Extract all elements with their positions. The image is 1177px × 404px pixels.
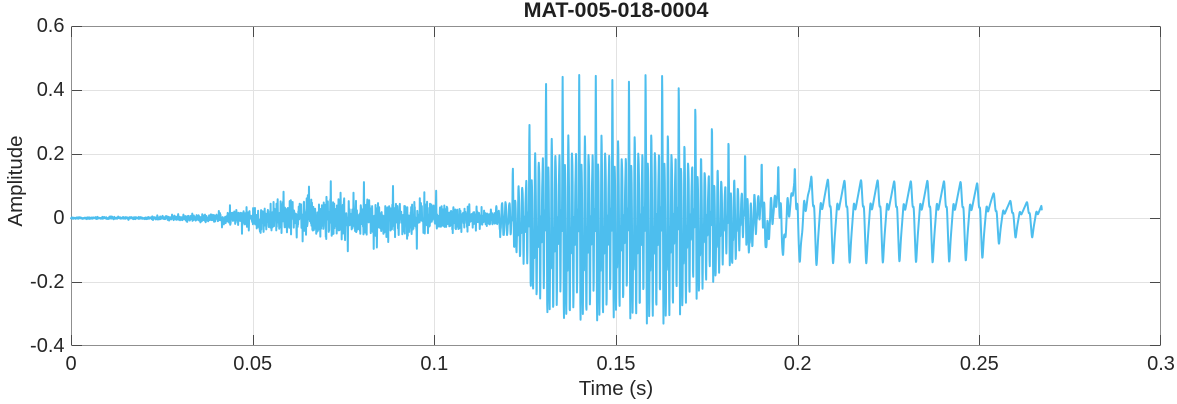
y-tick-label: 0.2 bbox=[36, 143, 65, 165]
x-axis-label: Time (s) bbox=[578, 376, 654, 400]
y-tick-label: 0 bbox=[53, 207, 65, 229]
x-tick-label: 0.1 bbox=[420, 353, 449, 375]
y-tick-label: -0.2 bbox=[30, 271, 65, 293]
y-tick-label: 0.6 bbox=[36, 15, 65, 37]
x-tick-label: 0.25 bbox=[959, 353, 999, 375]
x-tick-label: 0.2 bbox=[783, 353, 812, 375]
chart-title: MAT-005-018-0004 bbox=[523, 0, 709, 22]
x-tick-label: 0 bbox=[65, 353, 77, 375]
x-tick-label: 0.15 bbox=[596, 353, 636, 375]
x-tick-label: 0.3 bbox=[1147, 353, 1175, 375]
y-tick-label: -0.4 bbox=[30, 335, 65, 357]
x-tick-label: 0.05 bbox=[233, 353, 273, 375]
waveform-line bbox=[70, 74, 1043, 325]
y-tick-label: 0.4 bbox=[36, 79, 65, 101]
axes-box bbox=[71, 26, 1161, 346]
